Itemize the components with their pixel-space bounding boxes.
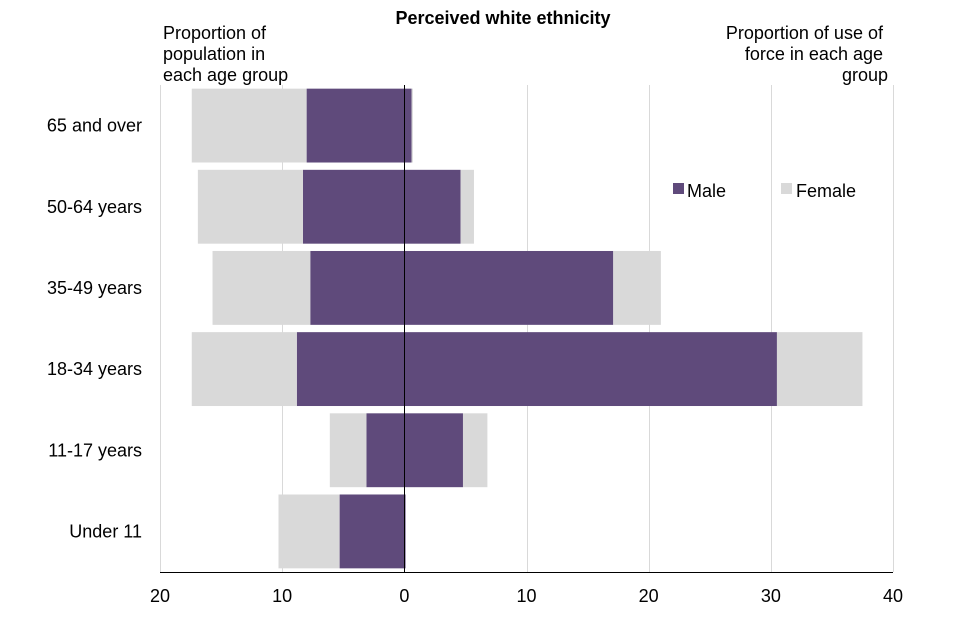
legend-label-female: Female: [796, 181, 856, 201]
bar-use-of-force-female: [462, 413, 488, 488]
x-tick-label: 10: [272, 586, 292, 606]
x-tick-label: 0: [399, 586, 409, 606]
bar-population-female: [197, 169, 303, 244]
bar-use-of-force-male: [404, 169, 461, 244]
right-label-line-2: force in each age: [745, 44, 883, 64]
bar-population-female: [278, 494, 340, 569]
x-tick-label: 20: [639, 586, 659, 606]
bar-population-male: [306, 88, 405, 163]
x-tick-label: 40: [883, 586, 903, 606]
left-label-line-3: each age group: [163, 65, 288, 85]
category-labels: 65 and over 50-64 years 35-49 years 18-34 y…: [47, 116, 142, 542]
bar-population-female: [191, 332, 297, 407]
bar-population-male: [339, 494, 405, 569]
bar-use-of-force-male: [404, 250, 614, 325]
right-label-line-3: group: [842, 65, 888, 85]
right-label-line-1: Proportion of use of: [726, 23, 884, 43]
category-label: 35-49 years: [47, 278, 142, 298]
bar-population-female: [329, 413, 367, 488]
x-tick-label: 20: [150, 586, 170, 606]
legend-swatch-male: [673, 183, 684, 194]
category-label: 65 and over: [47, 116, 142, 136]
legend-swatch-female: [781, 183, 792, 194]
bar-use-of-force-male: [404, 413, 463, 488]
bar-use-of-force-female: [460, 169, 474, 244]
bars: [191, 88, 863, 569]
bar-use-of-force-male: [404, 332, 777, 407]
bar-use-of-force-male: [404, 88, 412, 163]
bar-population-male: [366, 413, 405, 488]
left-axis-description: Proportion of population in each age gro…: [163, 23, 288, 85]
gridlines: [160, 85, 894, 572]
right-axis-description: Proportion of use of force in each age g…: [726, 23, 888, 85]
bar-use-of-force-female: [776, 332, 863, 407]
category-label: 18-34 years: [47, 359, 142, 379]
legend: Male Female: [673, 181, 856, 201]
category-label: 11-17 years: [48, 440, 142, 460]
axes: [160, 85, 893, 573]
left-label-line-1: Proportion of: [163, 23, 267, 43]
bar-population-female: [191, 88, 307, 163]
x-tick-label: 30: [761, 586, 781, 606]
bar-population-male: [310, 250, 405, 325]
bar-population-male: [296, 332, 405, 407]
category-label: 50-64 years: [47, 197, 142, 217]
chart-title: Perceived white ethnicity: [395, 8, 610, 28]
left-label-line-2: population in: [163, 44, 265, 64]
x-tick-labels: 20 10 0 10 20 30 40: [150, 586, 903, 606]
category-label: Under 11: [69, 521, 142, 541]
bar-population-female: [212, 250, 311, 325]
bar-use-of-force-female: [411, 88, 413, 163]
bar-population-male: [302, 169, 405, 244]
bar-use-of-force-female: [613, 250, 661, 325]
x-tick-label: 10: [516, 586, 536, 606]
legend-label-male: Male: [687, 181, 726, 201]
